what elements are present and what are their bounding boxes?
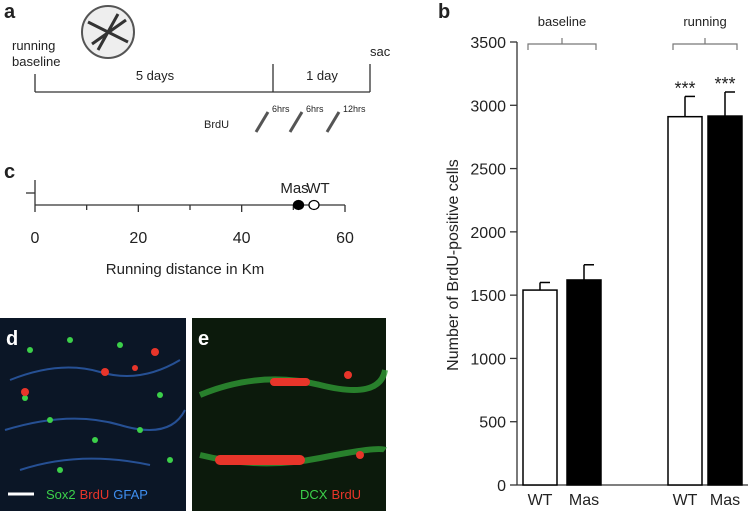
micrograph-e: e DCX BrdU [192, 318, 388, 511]
bar [667, 115, 703, 486]
panel-label: a [4, 1, 16, 23]
x-axis-label: Running distance in Km [106, 261, 264, 278]
y-tick-label: 0 [497, 478, 506, 495]
x-tick-label: 40 [233, 230, 251, 247]
timeline: running baseline 5 days 1 day sac BrdU 6… [12, 5, 391, 133]
significance: *** [714, 74, 735, 94]
legend-label: WT [306, 180, 329, 197]
timeline-label: 1 day [306, 68, 338, 83]
y-tick-label: 500 [479, 415, 506, 432]
stain-legend: DCX BrdU [300, 487, 361, 502]
injection-label: 6hrs [272, 104, 290, 114]
injection-label: 6hrs [306, 104, 324, 114]
timeline-label: 5 days [136, 68, 175, 83]
y-tick-label: 3000 [470, 98, 506, 115]
group-brace [527, 38, 597, 50]
micrograph [0, 318, 186, 511]
timeline-label: sac [370, 44, 391, 59]
x-tick-label: Mas [569, 492, 599, 509]
x-tick-label: Mas [710, 492, 740, 509]
y-tick-label: 3500 [470, 35, 506, 52]
bar [707, 115, 743, 486]
x-tick-label: 0 [31, 230, 40, 247]
stain-name: Sox2 [46, 487, 76, 502]
timeline-label: running [12, 38, 55, 53]
panel-label: d [6, 328, 18, 350]
panel-label: c [4, 161, 15, 183]
injection-label: 12hrs [343, 104, 366, 114]
panel-label: e [198, 328, 209, 350]
stain-legend: Sox2 BrdU GFAP [46, 487, 148, 502]
wheel-icon [87, 13, 129, 51]
micrograph-d: d Sox2 BrdU GFAP [0, 318, 186, 511]
bar [566, 279, 602, 486]
group-label: baseline [538, 14, 586, 29]
stain-name: BrdU [80, 487, 110, 502]
stain-name: GFAP [113, 487, 148, 502]
stain-name: BrdU [331, 487, 361, 502]
y-tick-label: 1000 [470, 351, 506, 368]
x-tick-label: WT [673, 492, 698, 509]
x-tick-label: WT [528, 492, 553, 509]
dot [292, 199, 305, 211]
micrograph [192, 318, 386, 511]
timeline-label: BrdU [204, 119, 229, 131]
significance: *** [674, 78, 695, 98]
timeline-label: baseline [12, 54, 60, 69]
y-axis-label: Number of BrdU-positive cells [445, 159, 462, 371]
y-tick-label: 1500 [470, 288, 506, 305]
x-tick-label: 60 [336, 230, 354, 247]
syringes [254, 111, 341, 133]
stain-name: DCX [300, 487, 328, 502]
group-brace [672, 38, 738, 50]
y-tick-label: 2000 [470, 225, 506, 242]
dot [308, 199, 320, 211]
y-tick-label: 2500 [470, 162, 506, 179]
panel-label: b [438, 1, 450, 23]
group-label: running [683, 14, 726, 29]
x-tick-label: 20 [129, 230, 147, 247]
legend-label: Mas [280, 180, 308, 197]
bar [522, 289, 558, 486]
